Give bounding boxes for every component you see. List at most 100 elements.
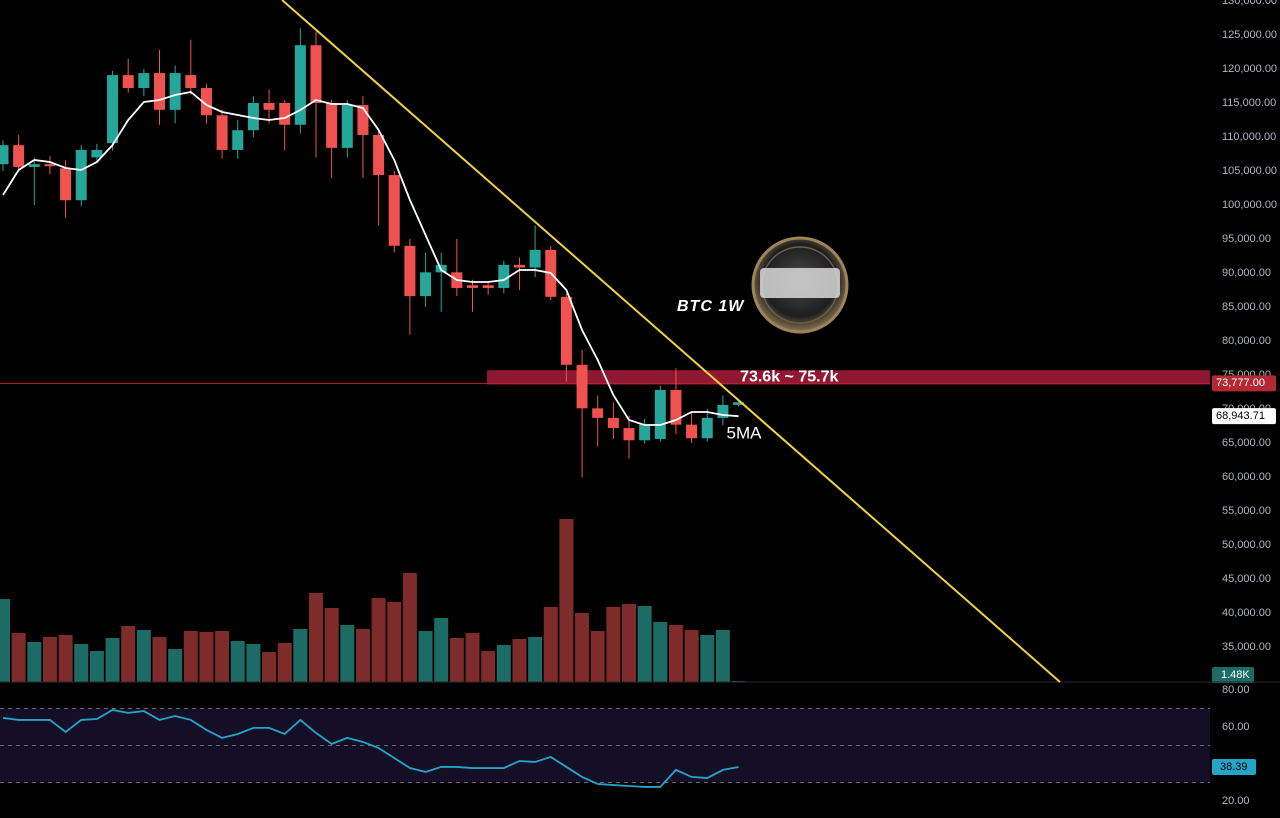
rsi-tick-label: 80.00 — [1222, 684, 1250, 696]
volume-bar — [512, 639, 527, 682]
volume-bar — [183, 631, 198, 682]
volume-bar — [590, 631, 605, 682]
y-tick-label: 95,000.00 — [1222, 233, 1271, 245]
candle-body — [185, 75, 197, 89]
volume-bar — [262, 652, 277, 682]
ma-tag — [1212, 408, 1276, 425]
volume-bar — [387, 602, 402, 682]
candle-body — [0, 145, 9, 165]
candle-body — [341, 105, 353, 148]
volume-bar — [340, 625, 355, 682]
candle-body — [247, 102, 259, 131]
candle-body — [60, 168, 72, 201]
candle-body — [420, 272, 432, 297]
candle-body — [498, 264, 510, 288]
candle-body — [670, 389, 682, 425]
candle-body — [529, 249, 541, 268]
y-tick-label: 85,000.00 — [1222, 301, 1271, 313]
price-line-tag — [1212, 375, 1276, 392]
volume-bar — [449, 638, 464, 682]
volume-bar — [42, 637, 57, 682]
y-tick-label: 115,000.00 — [1222, 97, 1276, 109]
ma-name: 5MA — [727, 424, 763, 443]
candle-body — [357, 105, 369, 135]
candle-body — [310, 45, 322, 103]
y-tick-label: 100,000.00 — [1222, 199, 1277, 211]
volume-bar — [168, 649, 183, 682]
y-tick-label: 50,000.00 — [1222, 539, 1271, 551]
candle-body — [467, 285, 478, 288]
y-tick-label: 125,000.00 — [1222, 29, 1277, 41]
volume-bar — [293, 629, 308, 682]
y-tick-label: 45,000.00 — [1222, 573, 1271, 585]
volume-bar — [309, 593, 323, 682]
candle-body — [733, 402, 745, 405]
volume-tag-label: 1.48K — [1221, 669, 1250, 681]
volume-bar — [418, 631, 433, 682]
candle-body — [263, 102, 275, 110]
candle-body — [13, 145, 25, 167]
candle-body — [169, 73, 181, 110]
volume-bar — [89, 651, 104, 682]
candle-body — [294, 45, 306, 125]
candle-body — [623, 428, 635, 441]
volume-bar — [136, 630, 151, 682]
volume-bar — [246, 644, 261, 682]
volume-bar — [543, 607, 558, 682]
candle-body — [560, 296, 572, 365]
candle-body — [232, 130, 244, 150]
volume-bar — [653, 622, 668, 682]
candle-body — [717, 404, 729, 418]
volume-bar — [465, 633, 480, 682]
candle-body — [373, 134, 385, 176]
rsi-band — [0, 708, 1210, 783]
candle-body — [576, 364, 588, 409]
rsi-line — [2, 708, 739, 788]
y-tick-label: 90,000.00 — [1222, 267, 1271, 279]
chart-title: BTC 1W — [677, 298, 745, 315]
rsi-tick-label: 20.00 — [1222, 795, 1250, 807]
volume-bar — [0, 599, 10, 682]
volume-bar — [434, 618, 449, 682]
volume-bar — [215, 631, 230, 682]
candle-body — [200, 88, 212, 116]
ma-tag-label: 68,943.71 — [1216, 410, 1265, 422]
candle-body — [44, 164, 56, 167]
logo — [751, 236, 849, 334]
volume-tag — [1212, 667, 1254, 684]
volume-bar — [324, 608, 339, 682]
volume-bar — [528, 637, 543, 682]
volume-bar — [11, 633, 26, 682]
candle-body — [216, 115, 228, 150]
candle-body — [701, 417, 713, 439]
volume-bar — [152, 637, 167, 682]
candle-body — [388, 175, 400, 246]
y-tick-label: 60,000.00 — [1222, 471, 1271, 483]
volume-bar — [371, 598, 386, 682]
volume-bar — [700, 635, 715, 682]
candle-body — [279, 102, 291, 125]
candle-body — [91, 149, 103, 158]
y-tick-label: 130,000.00 — [1222, 0, 1277, 7]
y-tick-label: 65,000.00 — [1222, 437, 1271, 449]
volume-bar — [230, 641, 245, 682]
rsi-tag — [1212, 758, 1256, 775]
volume-bar — [199, 632, 214, 682]
y-tick-label: 105,000.00 — [1222, 165, 1277, 177]
logo-plate — [760, 268, 840, 298]
y-tick-label: 35,000.00 — [1222, 641, 1271, 653]
volume-bar — [684, 630, 699, 682]
volume-bar — [575, 613, 590, 682]
volume-bar — [74, 644, 89, 682]
candle-body — [482, 285, 494, 288]
candle-body — [107, 75, 119, 144]
volume-bar — [27, 642, 42, 682]
trendline — [281, 0, 1061, 683]
candle-body — [122, 75, 134, 89]
y-tick-label: 40,000.00 — [1222, 607, 1271, 619]
price-line-tag-label: 73,777.00 — [1216, 377, 1265, 389]
candle-body — [639, 424, 651, 441]
